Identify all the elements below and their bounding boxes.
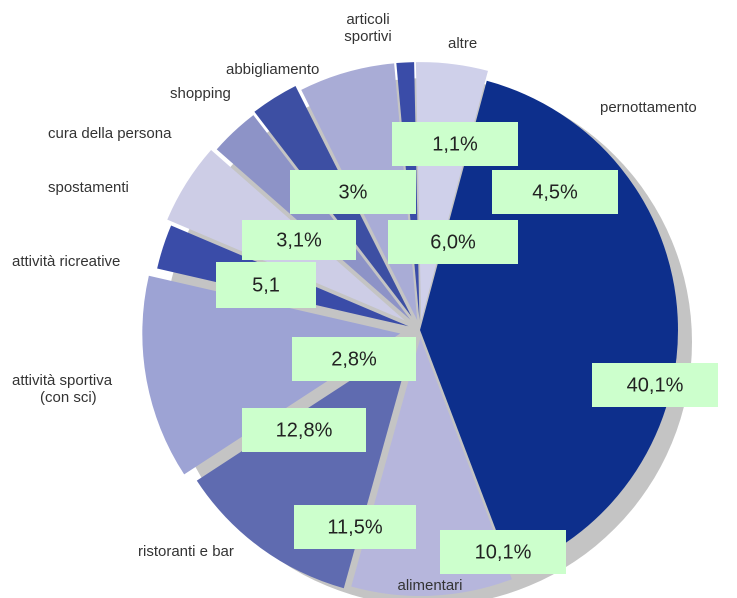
pie-slice bbox=[216, 115, 411, 320]
category-label: altre bbox=[448, 35, 477, 52]
value-label: 6,0% bbox=[430, 231, 476, 253]
category-label: ristoranti e bar bbox=[138, 543, 234, 560]
value-label: 10,1% bbox=[475, 541, 532, 563]
category-label: abbigliamento bbox=[226, 61, 319, 78]
labels: pernottamento 40,1% alimentari 10,1% ristora… bbox=[12, 11, 718, 594]
category-label: attività ricreative bbox=[12, 253, 120, 270]
value-label: 3,1% bbox=[276, 229, 322, 251]
category-label: cura della persona bbox=[48, 125, 172, 142]
value-label-box bbox=[290, 170, 416, 214]
value-label-box bbox=[392, 122, 518, 166]
value-label-box bbox=[492, 170, 618, 214]
value-label: 1,1% bbox=[432, 133, 478, 155]
value-label-box bbox=[242, 220, 356, 260]
value-label-box bbox=[242, 408, 366, 452]
category-label: alimentari bbox=[397, 577, 462, 594]
value-label: 4,5% bbox=[532, 181, 578, 203]
value-label-box bbox=[292, 337, 416, 381]
value-label: 40,1% bbox=[627, 374, 684, 396]
value-label-box bbox=[440, 530, 566, 574]
value-label-box bbox=[216, 262, 316, 308]
category-label: pernottamento bbox=[600, 99, 697, 116]
value-label-box bbox=[388, 220, 518, 264]
value-label: 11,5% bbox=[327, 516, 382, 538]
pie-slice bbox=[142, 275, 401, 475]
value-label: 2,8% bbox=[331, 348, 377, 370]
value-label: 3% bbox=[339, 181, 368, 203]
category-label: spostamenti bbox=[48, 179, 129, 196]
value-label: 12,8% bbox=[276, 419, 333, 441]
category-label: attività sportiva (con sci) bbox=[12, 372, 113, 406]
value-label-box bbox=[294, 505, 416, 549]
value-label-box bbox=[592, 363, 718, 407]
value-label: 5,1 bbox=[252, 274, 280, 296]
category-label: articoli sportivi bbox=[344, 11, 392, 45]
category-label: shopping bbox=[170, 85, 231, 102]
